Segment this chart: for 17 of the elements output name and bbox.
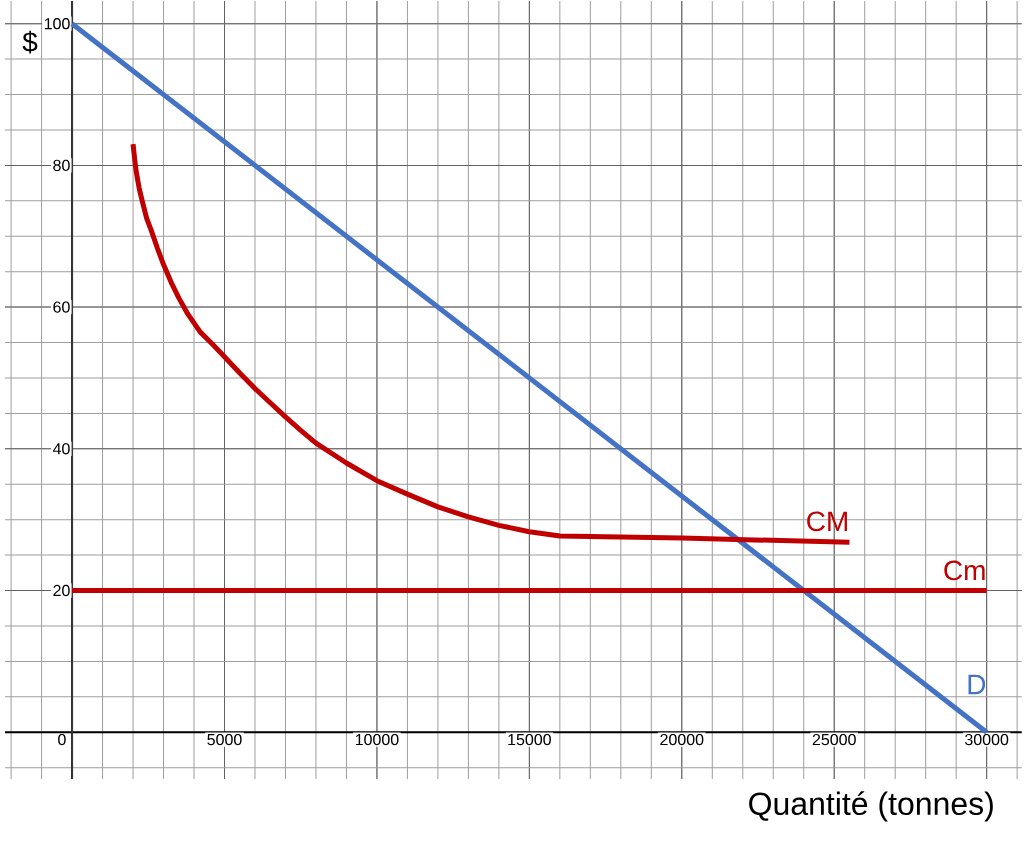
series-label: CM [807, 511, 847, 532]
y-tick-label: 80 [53, 159, 70, 172]
series-label: D [968, 674, 986, 695]
x-tick-label: 25000 [812, 733, 856, 746]
x-tick-label: 20000 [660, 733, 704, 746]
x-axis-title: Quantité (tonnes) [749, 791, 993, 822]
y-tick-label: 100 [44, 18, 70, 30]
y-tick-label: 60 [53, 301, 70, 313]
y-tick-label: 40 [52, 443, 70, 455]
series-label: Cm [944, 560, 985, 581]
x-tick-label: 10000 [355, 733, 399, 746]
x-tick-label: 5000 [207, 733, 242, 746]
x-tick-label: 15000 [508, 733, 551, 746]
x-tick-label: 0 [58, 733, 66, 746]
y-axis-title: $ [22, 30, 38, 54]
x-tick-label: 30000 [965, 733, 1009, 746]
y-tick-label: 20 [53, 584, 70, 597]
